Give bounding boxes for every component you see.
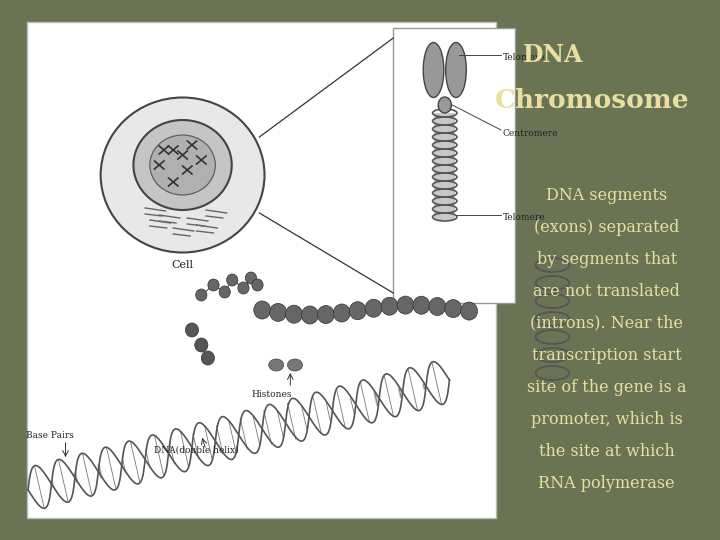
Circle shape [252,279,263,291]
Ellipse shape [438,97,451,113]
Text: Telomere: Telomere [503,53,546,63]
Circle shape [270,303,287,321]
Ellipse shape [287,359,302,371]
Circle shape [196,289,207,301]
Text: by segments that: by segments that [536,251,677,267]
Text: Histones: Histones [251,390,292,399]
Bar [27,22,495,518]
Circle shape [349,302,366,320]
Bar [434,113,455,220]
Circle shape [195,338,208,352]
Circle shape [381,297,398,315]
Ellipse shape [101,98,264,253]
Circle shape [302,306,318,324]
Text: the site at which: the site at which [539,442,675,460]
Ellipse shape [446,43,467,98]
Circle shape [286,305,302,323]
Circle shape [461,302,477,320]
Ellipse shape [269,359,284,371]
Text: are not translated: are not translated [534,282,680,300]
Circle shape [246,272,256,284]
Circle shape [185,323,199,337]
Text: Centromere: Centromere [503,129,558,138]
Circle shape [219,286,230,298]
Circle shape [202,351,215,365]
Text: RNA polymerase: RNA polymerase [539,475,675,491]
Circle shape [365,299,382,317]
Text: site of the gene is a: site of the gene is a [527,379,686,395]
Circle shape [253,301,271,319]
Circle shape [208,279,219,291]
Text: DNA segments: DNA segments [546,186,667,204]
Circle shape [333,304,350,322]
Circle shape [445,300,462,318]
Circle shape [227,274,238,286]
Ellipse shape [423,43,444,98]
Circle shape [397,296,414,314]
Bar [393,28,515,303]
Circle shape [318,306,334,323]
Text: DNA(double helix): DNA(double helix) [155,446,239,455]
Circle shape [238,282,249,294]
Ellipse shape [133,120,232,210]
Text: (exons) separated: (exons) separated [534,219,680,235]
Text: (introns). Near the: (introns). Near the [530,314,683,332]
Text: Cell: Cell [171,260,194,270]
Text: DNA: DNA [523,43,583,67]
Ellipse shape [150,135,215,195]
Circle shape [413,296,430,314]
Text: Base Pairs: Base Pairs [26,430,74,440]
Text: Chromosome: Chromosome [495,87,689,112]
Circle shape [429,298,446,315]
Text: promoter, which is: promoter, which is [531,410,683,428]
Text: transcription start: transcription start [532,347,682,363]
Text: Telomere: Telomere [503,213,546,222]
